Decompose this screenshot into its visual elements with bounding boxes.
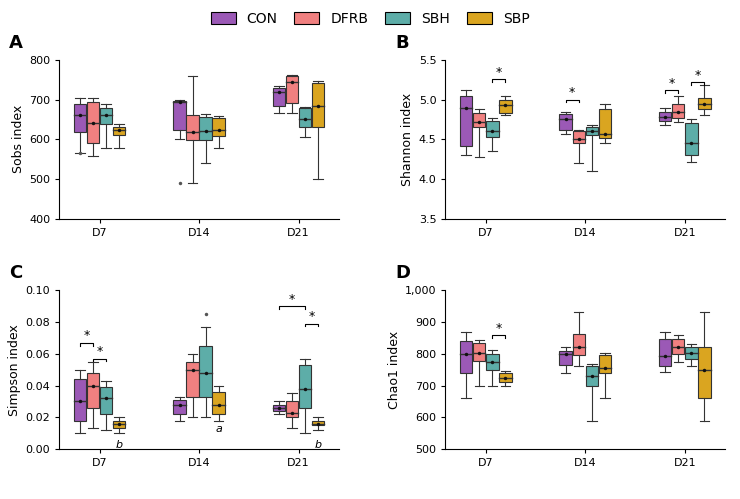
Text: D: D	[395, 264, 410, 282]
Text: b: b	[314, 440, 322, 450]
FancyBboxPatch shape	[585, 127, 598, 135]
Text: A: A	[9, 34, 23, 52]
Text: *: *	[669, 77, 675, 90]
FancyBboxPatch shape	[186, 362, 199, 397]
FancyBboxPatch shape	[473, 113, 485, 127]
FancyBboxPatch shape	[87, 102, 99, 143]
FancyBboxPatch shape	[312, 421, 324, 425]
FancyBboxPatch shape	[286, 401, 298, 417]
Y-axis label: Simpson index: Simpson index	[8, 324, 21, 416]
Text: *: *	[569, 86, 576, 99]
FancyBboxPatch shape	[672, 339, 685, 354]
FancyBboxPatch shape	[173, 101, 186, 130]
FancyBboxPatch shape	[559, 351, 572, 365]
Text: *: *	[96, 345, 103, 358]
FancyBboxPatch shape	[659, 339, 671, 366]
FancyBboxPatch shape	[212, 392, 225, 414]
FancyBboxPatch shape	[299, 108, 312, 127]
Y-axis label: Chao1 index: Chao1 index	[388, 331, 400, 409]
FancyBboxPatch shape	[74, 379, 87, 421]
FancyBboxPatch shape	[585, 366, 598, 386]
FancyBboxPatch shape	[273, 405, 285, 411]
FancyBboxPatch shape	[286, 76, 298, 103]
FancyBboxPatch shape	[199, 346, 212, 397]
FancyBboxPatch shape	[486, 121, 499, 137]
FancyBboxPatch shape	[199, 117, 212, 140]
FancyBboxPatch shape	[173, 400, 186, 414]
FancyBboxPatch shape	[486, 354, 499, 370]
FancyBboxPatch shape	[599, 355, 611, 373]
Text: *: *	[695, 69, 701, 82]
Text: *: *	[309, 310, 314, 323]
Text: *: *	[289, 293, 295, 306]
FancyBboxPatch shape	[312, 83, 324, 127]
Y-axis label: Shannon index: Shannon index	[401, 93, 414, 186]
Text: b: b	[115, 440, 123, 450]
FancyBboxPatch shape	[273, 88, 285, 106]
FancyBboxPatch shape	[698, 98, 710, 109]
FancyBboxPatch shape	[212, 118, 225, 136]
FancyBboxPatch shape	[500, 100, 511, 113]
FancyBboxPatch shape	[559, 114, 572, 130]
FancyBboxPatch shape	[685, 347, 698, 359]
FancyBboxPatch shape	[659, 111, 671, 121]
Text: *: *	[84, 329, 90, 342]
FancyBboxPatch shape	[573, 334, 585, 355]
Text: C: C	[9, 264, 22, 282]
FancyBboxPatch shape	[460, 96, 472, 146]
FancyBboxPatch shape	[113, 127, 125, 135]
FancyBboxPatch shape	[113, 421, 125, 429]
FancyBboxPatch shape	[74, 104, 87, 132]
Legend: CON, DFRB, SBH, SBP: CON, DFRB, SBH, SBP	[210, 12, 530, 26]
FancyBboxPatch shape	[599, 109, 611, 138]
FancyBboxPatch shape	[573, 131, 585, 143]
Y-axis label: Sobs index: Sobs index	[12, 105, 25, 174]
Text: a: a	[215, 424, 222, 434]
FancyBboxPatch shape	[685, 123, 698, 155]
Text: *: *	[496, 322, 502, 335]
FancyBboxPatch shape	[473, 343, 485, 361]
FancyBboxPatch shape	[698, 347, 710, 398]
FancyBboxPatch shape	[87, 373, 99, 408]
FancyBboxPatch shape	[100, 108, 112, 124]
FancyBboxPatch shape	[186, 115, 199, 140]
FancyBboxPatch shape	[299, 365, 312, 408]
FancyBboxPatch shape	[500, 373, 511, 382]
FancyBboxPatch shape	[100, 387, 112, 414]
Text: *: *	[496, 66, 502, 79]
Text: B: B	[395, 34, 408, 52]
FancyBboxPatch shape	[672, 104, 685, 118]
FancyBboxPatch shape	[460, 341, 472, 373]
